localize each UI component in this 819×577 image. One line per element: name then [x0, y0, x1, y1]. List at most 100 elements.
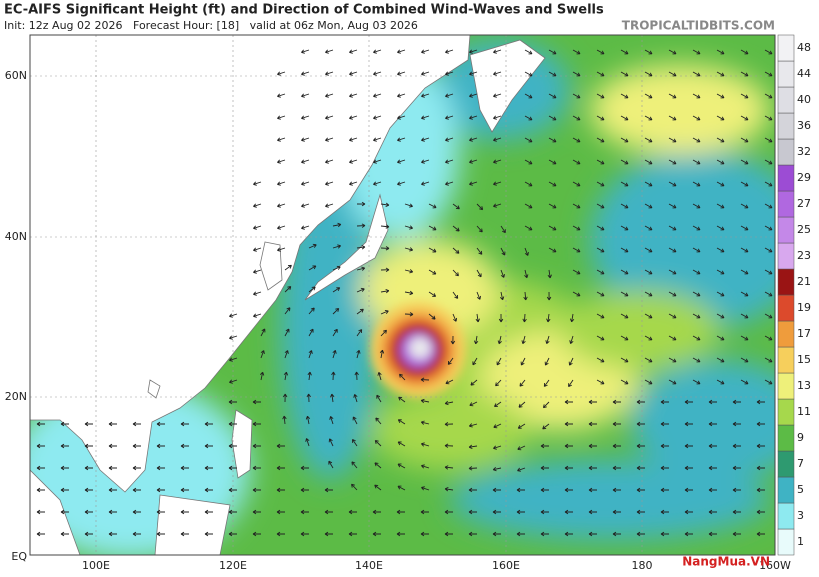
wave-arrow: [596, 181, 605, 187]
colorbar-swatch: [777, 138, 795, 166]
wave-arrow: [229, 335, 238, 340]
wave-arrow: [180, 509, 189, 515]
wave-arrow: [732, 465, 741, 471]
wave-arrow: [493, 49, 502, 54]
wave-arrow: [283, 371, 289, 381]
wave-arrow: [228, 487, 237, 493]
wave-arrow: [469, 159, 478, 164]
wave-arrow: [132, 487, 141, 493]
wave-arrow: [324, 509, 333, 515]
wave-arrow: [445, 137, 454, 142]
wave-arrow: [380, 202, 390, 207]
colorbar-swatch: [777, 34, 795, 62]
wave-arrow: [620, 115, 629, 121]
wave-arrow: [493, 93, 502, 98]
wave-arrow: [568, 379, 574, 388]
wave-arrow: [356, 266, 366, 271]
wave-arrow: [620, 357, 629, 363]
wave-arrow: [428, 225, 437, 231]
wave-arrow: [373, 137, 382, 142]
wave-arrow: [396, 509, 405, 515]
wave-arrow: [36, 465, 45, 471]
wave-arrow: [349, 115, 358, 120]
wave-arrow: [716, 247, 725, 253]
wave-arrow: [684, 421, 693, 427]
wave-arrow: [397, 49, 406, 54]
wave-arrow: [324, 487, 333, 493]
wave-arrow: [397, 485, 406, 491]
wave-arrow: [644, 247, 653, 253]
wave-arrow: [325, 203, 334, 208]
wave-arrow: [305, 415, 311, 425]
wave-arrow: [588, 465, 597, 471]
wave-arrow: [468, 487, 478, 493]
wave-arrow: [374, 484, 382, 491]
wave-arrow: [349, 159, 358, 164]
wave-arrow: [373, 49, 382, 54]
wave-arrow: [260, 350, 265, 359]
wave-arrow: [301, 115, 310, 120]
colorbar-label: 44: [797, 67, 811, 80]
wave-arrow: [284, 264, 292, 271]
wave-arrow: [596, 115, 605, 121]
wave-arrow: [373, 71, 382, 76]
wave-arrow: [716, 159, 725, 165]
wave-arrow: [445, 379, 454, 385]
wave-arrow: [596, 137, 605, 143]
colorbar-label: 23: [797, 249, 811, 262]
wave-arrow: [644, 93, 653, 99]
wave-arrow: [468, 423, 478, 428]
colorbar-label: 11: [797, 405, 811, 418]
wave-arrow: [420, 509, 429, 515]
wave-arrow: [524, 225, 533, 231]
wave-arrow: [708, 509, 717, 515]
wave-arrow: [517, 467, 526, 472]
wave-arrow: [732, 487, 741, 493]
wave-arrow: [493, 159, 502, 164]
wave-arrow: [692, 137, 701, 143]
lon-label: 100E: [82, 559, 110, 572]
wave-arrow: [716, 225, 725, 231]
wave-arrow: [756, 421, 765, 427]
wave-arrow: [546, 313, 551, 323]
wave-arrow: [180, 465, 189, 471]
wave-arrow: [108, 465, 117, 471]
wave-arrow: [612, 443, 621, 449]
wave-arrow: [252, 443, 261, 449]
lat-label: EQ: [11, 550, 27, 563]
wave-arrow: [764, 379, 773, 385]
wave-arrow: [548, 159, 557, 165]
wave-arrow: [469, 93, 478, 98]
wave-arrow: [524, 115, 533, 121]
wave-arrow: [548, 203, 557, 209]
land: [30, 35, 546, 555]
colorbar-swatch: [777, 294, 795, 322]
colorbar-swatch: [777, 112, 795, 140]
wave-arrow: [516, 487, 525, 493]
wave-arrow: [668, 49, 677, 55]
wave-arrow: [469, 137, 478, 142]
wave-arrow: [668, 137, 677, 143]
wave-arrow: [524, 181, 533, 187]
wave-arrow: [404, 247, 414, 252]
wave-arrow: [740, 93, 749, 99]
wave-arrow: [420, 398, 430, 404]
wave-arrow: [444, 465, 454, 470]
wave-arrow: [684, 509, 693, 515]
wave-arrow: [596, 225, 605, 231]
wave-arrow: [548, 247, 557, 253]
wave-arrow: [692, 181, 701, 187]
wave-arrow: [756, 465, 765, 471]
wave-arrow: [356, 308, 364, 315]
wave-arrow: [644, 71, 653, 77]
wave-arrow: [60, 509, 69, 515]
wave-arrow: [764, 225, 773, 231]
wave-arrow: [353, 394, 358, 403]
wave-arrow: [540, 443, 549, 449]
wave-arrow: [716, 49, 725, 55]
wave-arrow: [740, 335, 749, 341]
wave-arrow: [522, 313, 527, 323]
wave-arrow: [332, 307, 340, 315]
wave-arrow: [546, 291, 552, 301]
